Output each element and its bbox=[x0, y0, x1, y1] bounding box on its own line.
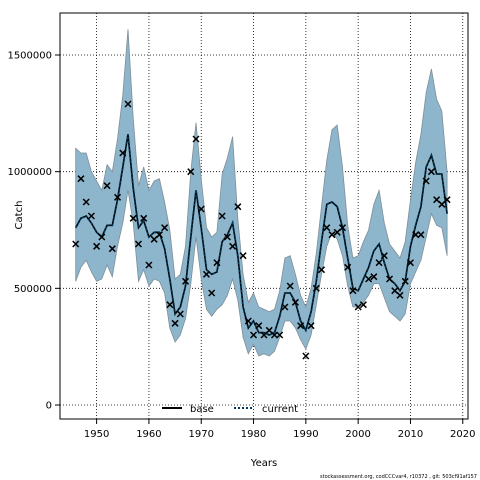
x-tick-label: 2000 bbox=[345, 429, 370, 440]
observed-point bbox=[171, 319, 179, 327]
x-tick-label: 1970 bbox=[189, 429, 214, 440]
x-tick-label: 2020 bbox=[450, 429, 475, 440]
observed-point bbox=[103, 182, 111, 190]
observed-point bbox=[182, 277, 190, 285]
observed-point bbox=[155, 231, 163, 239]
observed-point bbox=[129, 214, 137, 222]
footer-text: stockassessment.org, codCCCvar4, r10372 … bbox=[320, 474, 477, 480]
observed-point bbox=[124, 100, 132, 108]
observed-point bbox=[406, 259, 414, 267]
observed-point bbox=[145, 261, 153, 269]
observed-point bbox=[213, 259, 221, 267]
observed-point bbox=[218, 212, 226, 220]
observed-point bbox=[93, 242, 101, 250]
observed-point bbox=[281, 303, 289, 311]
observed-point bbox=[82, 198, 90, 206]
observed-point bbox=[370, 273, 378, 281]
observed-point bbox=[427, 168, 435, 176]
observed-point bbox=[344, 263, 352, 271]
legend-label-current: current bbox=[262, 404, 298, 415]
observed-point bbox=[108, 245, 116, 253]
observed-point bbox=[114, 193, 122, 201]
observed-point bbox=[401, 277, 409, 285]
observed-point bbox=[192, 135, 200, 143]
observed-point bbox=[229, 242, 237, 250]
observed-point bbox=[338, 224, 346, 232]
y-tick-label: 0 bbox=[46, 401, 52, 412]
observed-point bbox=[239, 252, 247, 260]
observed-point bbox=[176, 310, 184, 318]
observed-point bbox=[276, 331, 284, 339]
observed-point bbox=[234, 203, 242, 211]
observed-point bbox=[244, 317, 252, 325]
observed-markers bbox=[72, 100, 451, 360]
observed-point bbox=[380, 252, 388, 260]
x-axis-ticks: 1950 1960 1970 1980 1990 2000 2010 2020 bbox=[84, 419, 475, 440]
observed-point bbox=[202, 270, 210, 278]
observed-point bbox=[197, 205, 205, 213]
x-tick-label: 1990 bbox=[293, 429, 318, 440]
observed-point bbox=[297, 322, 305, 330]
observed-point bbox=[161, 224, 169, 232]
observed-point bbox=[307, 322, 315, 330]
observed-point bbox=[417, 231, 425, 239]
x-tick-label: 1950 bbox=[84, 429, 109, 440]
x-tick-label: 1960 bbox=[136, 429, 161, 440]
observed-point bbox=[98, 233, 106, 241]
observed-point bbox=[77, 175, 85, 183]
legend-label-base: base bbox=[190, 404, 214, 415]
y-axis-ticks: 0 500000 1000000 1500000 bbox=[7, 51, 60, 412]
observed-point bbox=[72, 240, 80, 248]
series-line-current bbox=[74, 134, 448, 336]
observed-point bbox=[208, 289, 216, 297]
observed-point bbox=[412, 231, 420, 239]
observed-point bbox=[354, 303, 362, 311]
observed-point bbox=[312, 284, 320, 292]
observed-point bbox=[375, 259, 383, 267]
observed-point bbox=[87, 212, 95, 220]
observed-point bbox=[359, 301, 367, 309]
x-tick-label: 2010 bbox=[398, 429, 423, 440]
observed-point bbox=[250, 331, 258, 339]
confidence-band bbox=[75, 29, 448, 357]
y-tick-label: 500000 bbox=[14, 284, 52, 295]
confidence-band-area bbox=[75, 29, 448, 357]
observed-point bbox=[291, 298, 299, 306]
legend: base current bbox=[162, 404, 298, 415]
observed-point bbox=[365, 275, 373, 283]
x-tick-label: 1980 bbox=[241, 429, 266, 440]
observed-point bbox=[396, 291, 404, 299]
observed-point bbox=[134, 240, 142, 248]
observed-point bbox=[223, 233, 231, 241]
observed-point bbox=[386, 275, 394, 283]
observed-point bbox=[270, 331, 278, 339]
plot-frame bbox=[59, 12, 469, 420]
observed-point bbox=[187, 168, 195, 176]
observed-point bbox=[166, 301, 174, 309]
y-tick-label: 1500000 bbox=[7, 51, 52, 62]
observed-point bbox=[318, 266, 326, 274]
y-axis-title: Catch bbox=[14, 201, 25, 230]
observed-point bbox=[140, 214, 148, 222]
observed-point bbox=[323, 224, 331, 232]
x-axis-title: Years bbox=[250, 458, 277, 469]
observed-point bbox=[119, 149, 127, 157]
y-tick-label: 1000000 bbox=[7, 167, 52, 178]
observed-point bbox=[422, 177, 430, 185]
observed-point bbox=[443, 196, 451, 204]
observed-point bbox=[302, 352, 310, 360]
observed-point bbox=[255, 322, 263, 330]
observed-point bbox=[349, 287, 357, 295]
observed-point bbox=[328, 231, 336, 239]
observed-point bbox=[286, 282, 294, 290]
